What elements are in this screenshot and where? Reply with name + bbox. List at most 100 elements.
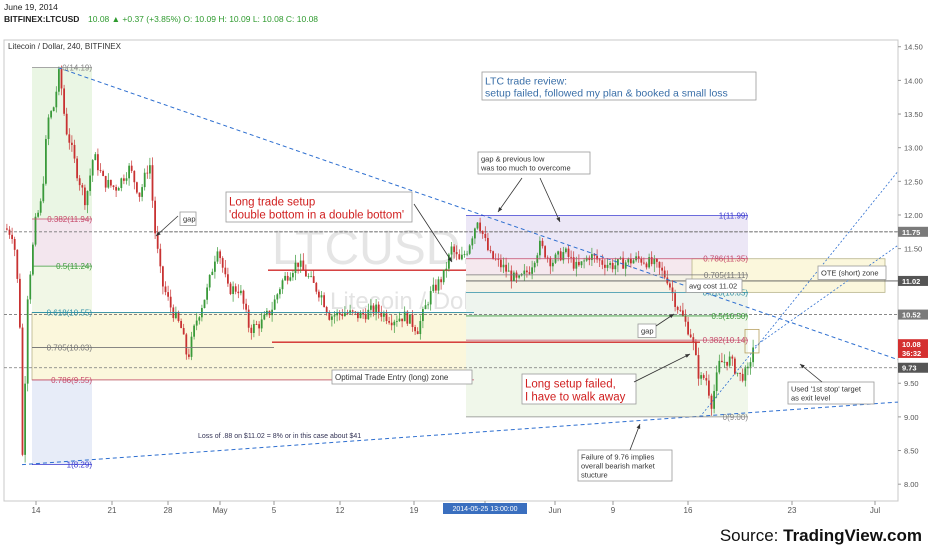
candle-body	[726, 361, 728, 366]
candle-body	[663, 270, 666, 278]
candle-body	[341, 314, 344, 317]
setup-arrow-head	[447, 257, 452, 262]
candle-body	[640, 258, 643, 263]
candle-body	[684, 316, 687, 322]
candle-body	[68, 134, 71, 143]
candle-body	[146, 172, 149, 174]
x-tick-label: 16	[684, 506, 693, 515]
candle-body	[739, 372, 741, 374]
candle-body	[627, 258, 630, 263]
candle-body	[117, 187, 120, 191]
failure-976-arrow	[629, 423, 641, 451]
candle-body	[86, 191, 89, 206]
candle-body	[167, 292, 169, 297]
candle-body	[666, 277, 669, 284]
candle-body	[565, 248, 567, 253]
candle-body	[185, 334, 188, 355]
fib-left-label: 0.382(11.94)	[47, 215, 92, 224]
gap-left-arrow	[155, 215, 179, 237]
candle-body	[188, 354, 190, 357]
candle-body	[286, 275, 289, 281]
candle-body	[572, 257, 575, 269]
x-tick-label: 21	[108, 506, 117, 515]
support-trendline	[21, 401, 899, 466]
y-tick-label: 13.50	[904, 110, 923, 119]
gap-previous-note-text: gap & previous low	[481, 155, 545, 164]
candle-body	[125, 178, 128, 181]
failed-note-box	[521, 373, 637, 405]
candle-body	[362, 312, 364, 315]
candle-body	[60, 69, 63, 89]
candle-body	[648, 257, 650, 268]
candle-body	[182, 328, 185, 335]
candle-body	[91, 160, 94, 176]
gap-arrow-right-head	[556, 217, 560, 222]
candle-body	[354, 311, 357, 313]
failed-note-text: I have to walk away	[525, 392, 626, 404]
candle-body	[310, 276, 312, 277]
candle-body	[432, 284, 435, 292]
x-tick-label: 23	[788, 506, 797, 515]
candle-body	[120, 178, 123, 188]
candle-body	[351, 310, 354, 312]
setup-arrow	[413, 203, 453, 263]
candle-body	[81, 185, 84, 188]
candle-body	[151, 165, 154, 201]
y-tick-label: 11.50	[904, 245, 922, 254]
candle-body	[700, 375, 702, 379]
candle-body	[390, 322, 393, 326]
candle-body	[546, 257, 549, 259]
source-brand: TradingView.com	[783, 526, 922, 545]
failed-arrow	[633, 353, 691, 383]
candle-body	[250, 327, 253, 333]
price-badge	[898, 309, 928, 320]
candle-body	[661, 267, 663, 271]
candle-body	[409, 314, 411, 324]
candle-body	[549, 257, 552, 267]
fib-left-zone-top	[32, 67, 92, 220]
price-badge-label: 11.02	[902, 277, 920, 286]
failed-note-text: Long setup failed,	[525, 379, 616, 391]
candle-body	[476, 222, 479, 229]
fib-left-label: 0.5(11.24)	[56, 262, 92, 271]
ote-long-note-text: Optimal Trade Entry (long) zone	[335, 373, 449, 382]
candle-body	[78, 178, 81, 186]
candle-body	[455, 252, 458, 255]
candle-body	[104, 175, 107, 188]
candle-body	[94, 154, 97, 161]
candle-body	[500, 259, 502, 268]
ote-long-note-box	[331, 369, 473, 385]
candle-body	[175, 311, 177, 319]
candle-body	[154, 200, 156, 234]
y-tick-label: 14.00	[904, 76, 923, 85]
x-tick-label: 14	[32, 506, 41, 515]
y-tick-label: 9.50	[904, 379, 919, 388]
candle-body	[507, 270, 510, 272]
candle-body	[128, 165, 130, 179]
candle-body	[305, 269, 307, 277]
candle-body	[604, 264, 606, 268]
candle-body	[21, 327, 24, 455]
candle-body	[526, 270, 528, 273]
gap-left-note-text: gap	[183, 215, 196, 224]
candle-body	[325, 307, 328, 313]
x-tick-label: 12	[336, 506, 345, 515]
y-tick-label: 12.00	[904, 211, 923, 220]
x-cursor-badge	[443, 503, 527, 514]
candle-body	[279, 289, 281, 295]
candle-body	[370, 305, 372, 310]
x-tick-label: 28	[164, 506, 173, 515]
candle-body	[273, 299, 276, 310]
candle-body	[424, 305, 427, 310]
price-chart[interactable]: Litecoin / Dollar, 240, BITFINEX LTCUSD,…	[0, 26, 932, 517]
candle-body	[650, 257, 653, 265]
candle-body	[99, 170, 102, 172]
candle-body	[679, 309, 682, 311]
y-tick-label: 8.50	[904, 447, 919, 456]
candle-body	[598, 259, 601, 261]
candle-body	[484, 233, 487, 238]
candle-body	[468, 245, 471, 254]
candle-body	[723, 361, 726, 363]
price-badge	[898, 347, 928, 358]
candle-body	[112, 185, 115, 188]
